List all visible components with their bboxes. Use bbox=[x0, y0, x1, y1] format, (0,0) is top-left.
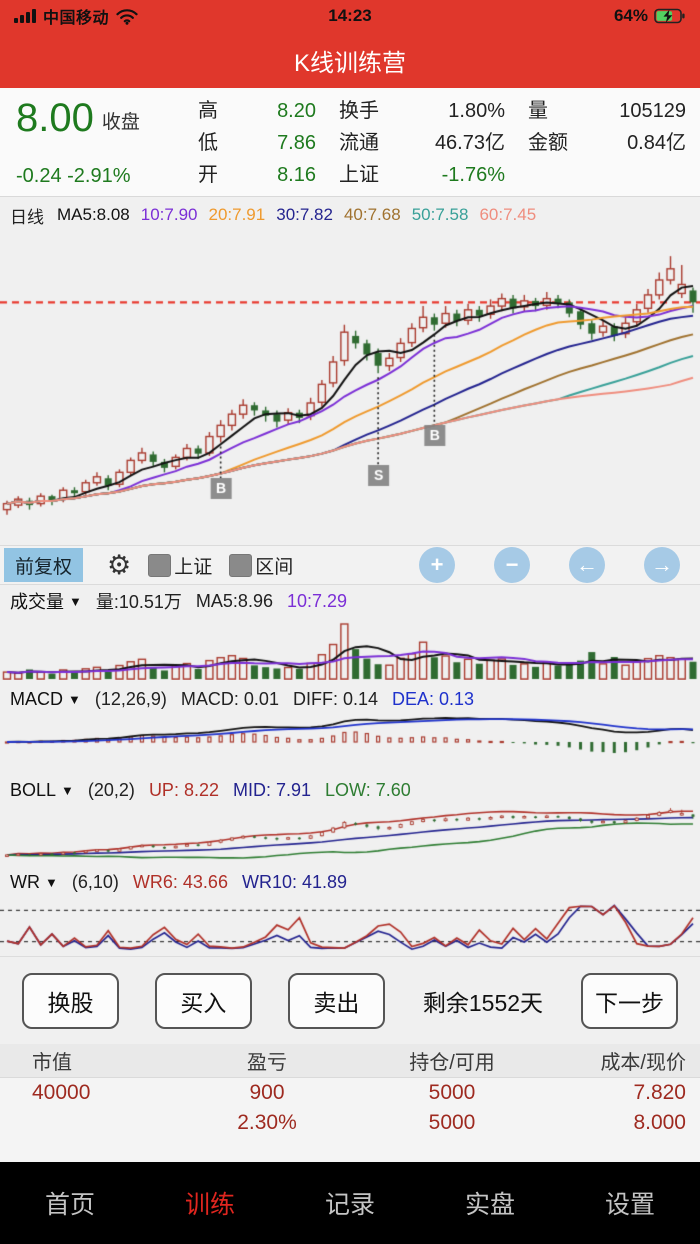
wr-chart[interactable] bbox=[0, 896, 700, 956]
adjust-mode-button[interactable]: 前复权 bbox=[4, 548, 84, 582]
table-cell: 900 bbox=[249, 1081, 285, 1104]
szzs-checkbox[interactable] bbox=[148, 553, 172, 577]
next-step-button[interactable]: 下一步 bbox=[581, 972, 678, 1029]
tab-bar: 首页 训练 记录 实盘 设置 bbox=[0, 1162, 700, 1244]
chevron-down-icon: ▼ bbox=[68, 691, 81, 707]
ma5-value: MA5:8.08 bbox=[57, 205, 130, 224]
quote-low: 低 7.86 bbox=[198, 132, 316, 154]
range-toggle[interactable]: 区间 bbox=[229, 552, 293, 579]
close-label: 收盘 bbox=[101, 112, 140, 133]
sell-button[interactable]: 卖出 bbox=[287, 972, 385, 1029]
position-table-body: 40000 900 5000 7.820 2.30% 5000 8.000 bbox=[0, 1078, 700, 1138]
wr10-value: WR10: 41.89 bbox=[241, 871, 348, 892]
position-table-header: 市值 盈亏 持仓/可用 成本/现价 bbox=[0, 1044, 700, 1078]
quote-panel: 8.00 收盘 -0.24 -2.91% 高 8.20 低 7.86 开 8.1… bbox=[0, 88, 700, 197]
position-table: 市值 盈亏 持仓/可用 成本/现价 40000 900 5000 7.820 2.30%… bbox=[0, 1044, 700, 1162]
tab-training[interactable]: 训练 bbox=[184, 1191, 235, 1219]
settings-gear-icon[interactable]: ⚙ bbox=[107, 549, 132, 580]
table-cell: 8.000 bbox=[633, 1111, 686, 1134]
col-cost-current: 成本/现价 bbox=[600, 1052, 686, 1074]
ma60-value: 60:7.45 bbox=[479, 205, 537, 224]
ma20-value: 20:7.91 bbox=[208, 205, 266, 224]
boll-mid-value: MID: 7.91 bbox=[232, 779, 312, 800]
macd-chart[interactable] bbox=[0, 714, 700, 770]
ma30-value: 30:7.82 bbox=[276, 205, 333, 224]
wifi-icon bbox=[116, 8, 138, 25]
macd-indicator-selector[interactable]: MACD ▼ bbox=[10, 688, 81, 709]
cellular-signal-icon bbox=[14, 9, 36, 23]
table-cell: 40000 bbox=[32, 1081, 91, 1104]
wr-indicator-selector[interactable]: WR ▼ bbox=[10, 871, 58, 892]
boll-low-value: LOW: 7.60 bbox=[325, 779, 411, 800]
tab-records[interactable]: 记录 bbox=[324, 1191, 375, 1219]
quote-volume: 量 105129 bbox=[528, 100, 686, 122]
table-cell: 5000 bbox=[428, 1111, 476, 1134]
quote-turnover: 换手 1.80% bbox=[339, 100, 505, 122]
remaining-days-label: 剩余1552天 bbox=[422, 989, 544, 1016]
ma50-value: 50:7.58 bbox=[411, 205, 469, 224]
table-cell: 2.30% bbox=[237, 1111, 297, 1134]
macd-params: (12,26,9) bbox=[94, 688, 167, 709]
table-row: 40000 900 5000 7.820 bbox=[0, 1078, 700, 1108]
szzs-overlay-toggle[interactable]: 上证 bbox=[148, 552, 212, 579]
switch-stock-button[interactable]: 换股 bbox=[22, 972, 119, 1029]
volume-ma10: 10:7.29 bbox=[286, 590, 348, 611]
boll-header: BOLL ▼ (20,2) UP: 8.22 MID: 7.91 LOW: 7.… bbox=[0, 776, 700, 804]
col-market-value: 市值 bbox=[32, 1052, 72, 1074]
carrier-label: 中国移动 bbox=[43, 10, 110, 27]
volume-ma5: MA5:8.96 bbox=[195, 590, 273, 611]
tab-live[interactable]: 实盘 bbox=[464, 1191, 515, 1219]
wr-header: WR ▼ (6,10) WR6: 43.66 WR10: 41.89 bbox=[0, 868, 700, 896]
volume-indicator-selector[interactable]: 成交量 ▼ bbox=[10, 592, 82, 612]
battery-percent: 64% bbox=[613, 6, 648, 25]
table-cell: 7.820 bbox=[633, 1081, 686, 1104]
boll-up-value: UP: 8.22 bbox=[148, 779, 219, 800]
boll-indicator-selector[interactable]: BOLL ▼ bbox=[10, 779, 74, 800]
ma40-value: 40:7.68 bbox=[343, 205, 401, 224]
quote-high: 高 8.20 bbox=[198, 100, 316, 122]
wr-params: (6,10) bbox=[71, 871, 119, 892]
range-checkbox[interactable] bbox=[229, 553, 253, 577]
step-forward-button[interactable]: → bbox=[644, 547, 680, 583]
zoom-out-button[interactable]: − bbox=[494, 547, 530, 583]
macd-value: MACD: 0.01 bbox=[180, 688, 279, 709]
status-bar: 14:23 中国移动 64% bbox=[0, 0, 700, 32]
tab-settings[interactable]: 设置 bbox=[604, 1191, 655, 1219]
chevron-down-icon: ▼ bbox=[45, 874, 58, 890]
boll-params: (20,2) bbox=[87, 779, 135, 800]
quote-amount: 金额 0.84亿 bbox=[528, 132, 686, 154]
chevron-down-icon: ▼ bbox=[69, 593, 82, 609]
page-title: K线训练营 bbox=[293, 49, 406, 77]
chevron-down-icon: ▼ bbox=[61, 782, 74, 798]
close-price: 8.00 bbox=[16, 96, 94, 140]
volume-header: 成交量 ▼ 量:10.51万 MA5:8.96 10:7.29 bbox=[0, 585, 700, 617]
macd-dea-value: DEA: 0.13 bbox=[392, 688, 475, 709]
tab-home[interactable]: 首页 bbox=[44, 1191, 95, 1219]
table-row: 2.30% 5000 8.000 bbox=[0, 1108, 700, 1138]
ma-legend: 日线 MA5:8.08 10:7.90 20:7.91 30:7.82 40:7… bbox=[0, 197, 700, 233]
macd-header: MACD ▼ (12,26,9) MACD: 0.01 DIFF: 0.14 D… bbox=[0, 684, 700, 714]
volume-chart[interactable] bbox=[0, 617, 700, 680]
candlestick-chart[interactable] bbox=[0, 233, 700, 540]
price-change: -0.24 -2.91% bbox=[16, 165, 131, 187]
col-position-available: 持仓/可用 bbox=[409, 1052, 495, 1074]
nav-bar: K线训练营 bbox=[0, 32, 700, 88]
action-bar: 换股 买入 卖出 剩余1552天 下一步 bbox=[0, 956, 700, 1044]
volume-value: 量:10.51万 bbox=[95, 592, 182, 612]
quote-float: 流通 46.73亿 bbox=[339, 132, 505, 154]
table-cell: 5000 bbox=[428, 1081, 476, 1104]
col-profit-loss: 盈亏 bbox=[247, 1052, 287, 1074]
buy-button[interactable]: 买入 bbox=[154, 972, 252, 1029]
zoom-in-button[interactable]: + bbox=[419, 547, 455, 583]
battery-icon bbox=[654, 8, 685, 24]
quote-szzs-index: 上证 -1.76% bbox=[339, 164, 505, 186]
period-label[interactable]: 日线 bbox=[10, 207, 44, 227]
wr6-value: WR6: 43.66 bbox=[132, 871, 228, 892]
quote-open: 开 8.16 bbox=[198, 164, 316, 186]
ma10-value: 10:7.90 bbox=[140, 205, 198, 224]
macd-diff-value: DIFF: 0.14 bbox=[292, 688, 378, 709]
chart-toolbar: 前复权 ⚙ 上证 区间 + − ← → bbox=[0, 545, 700, 585]
step-back-button[interactable]: ← bbox=[569, 547, 605, 583]
boll-chart[interactable] bbox=[0, 804, 700, 862]
